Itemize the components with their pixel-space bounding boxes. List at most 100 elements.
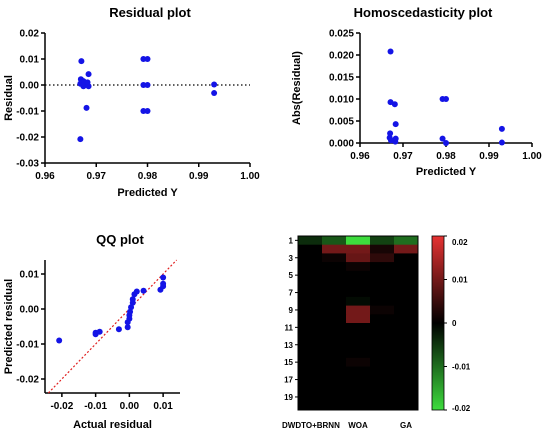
heatmap-cell — [370, 323, 395, 332]
y-tick-label: 0.02 — [20, 29, 40, 40]
heatmap-cell — [370, 340, 395, 350]
heatmap-cell — [370, 305, 395, 315]
data-point — [211, 90, 218, 97]
heatmap-cell — [322, 349, 347, 359]
heatmap-cell — [346, 392, 371, 402]
x-tick-label: 0.99 — [189, 171, 209, 182]
heatmap-cell — [370, 392, 395, 402]
data-point — [144, 56, 151, 62]
x-tick-label: -0.02 — [50, 401, 73, 412]
data-point — [115, 326, 122, 333]
heatmap-cell — [394, 331, 419, 341]
heatmap-cell — [346, 253, 371, 263]
heatmap-cell — [394, 375, 419, 385]
heatmap-cell — [322, 392, 347, 402]
row-tick-label: 7 — [289, 289, 294, 298]
x-axis-label: Predicted Y — [117, 187, 178, 199]
data-point — [211, 81, 218, 88]
y-tick-label: 0.010 — [329, 95, 354, 106]
row-tick-label: 15 — [284, 358, 293, 367]
heatmap-cell — [298, 314, 323, 324]
heatmap-cell — [298, 288, 323, 298]
colorbar — [431, 235, 445, 411]
heatmap-cell — [322, 236, 347, 245]
heatmap-cell — [394, 323, 419, 332]
data-point — [85, 71, 92, 78]
y-tick-label: -0.02 — [16, 375, 39, 386]
row-tick-label: 17 — [284, 376, 293, 385]
heatmap-cell — [394, 366, 419, 376]
data-point — [392, 138, 399, 145]
heatmap-cell — [370, 279, 395, 289]
heatmap-cell — [298, 340, 323, 350]
data-point — [80, 83, 87, 90]
y-tick-label: 0.005 — [329, 117, 354, 128]
y-tick-label: 0.025 — [329, 29, 354, 40]
y-axis-label: Residual — [3, 75, 15, 121]
heatmap-cell — [298, 383, 323, 393]
heatmap-cell — [346, 314, 371, 324]
x-axis-label: Predicted Y — [416, 166, 477, 178]
heatmap-cell — [394, 357, 419, 367]
y-tick-label: 0.00 — [20, 305, 40, 316]
x-tick-label: 0.97 — [87, 171, 107, 182]
row-tick-label: 3 — [289, 254, 294, 263]
data-point — [387, 48, 394, 55]
heatmap-cell — [298, 323, 323, 332]
heatmap-cell — [346, 236, 371, 245]
heatmap-cell — [298, 270, 323, 280]
chart-title: Residual plot — [109, 5, 191, 20]
data-point — [124, 324, 131, 331]
x-tick-label: 0.01 — [153, 401, 173, 412]
data-point — [140, 56, 147, 62]
row-tick-label: 5 — [289, 271, 294, 280]
heatmap-cell — [346, 323, 371, 332]
heatmap-cell — [298, 236, 323, 245]
heatmap-cell — [322, 401, 347, 411]
row-tick-label: 1 — [289, 236, 294, 245]
y-tick-label: 0.020 — [329, 51, 354, 62]
heatmap-cell — [394, 305, 419, 315]
heatmap-cell — [370, 331, 395, 341]
data-point — [133, 288, 140, 295]
heatmap-cell — [346, 340, 371, 350]
heatmap-cell — [370, 349, 395, 359]
x-axis-label: Actual residual — [73, 419, 152, 431]
heatmap-cell — [394, 253, 419, 263]
heatmap-cell — [298, 331, 323, 341]
heatmap-cell — [322, 279, 347, 289]
data-point — [144, 82, 151, 88]
y-tick-label: -0.01 — [16, 107, 39, 118]
data-point — [443, 140, 449, 146]
heatmap-cell — [298, 392, 323, 402]
heatmap-cell — [322, 340, 347, 350]
heatmap-frame — [297, 235, 419, 411]
heatmap-cell — [298, 305, 323, 315]
column-label: WOA — [348, 421, 368, 430]
data-point — [443, 96, 449, 102]
data-point — [83, 104, 90, 111]
heatmap-cell — [346, 349, 371, 359]
y-tick-label: 0.01 — [20, 55, 40, 66]
colorbar-tick-label: 0 — [452, 319, 457, 328]
heatmap-cell — [298, 253, 323, 263]
heatmap-cell — [346, 288, 371, 298]
data-point — [498, 139, 505, 146]
scatter-panel-1: Homoscedasticity plot 0.96 0.97 0.98 0.99 1.0… — [291, 5, 542, 178]
data-point — [160, 280, 167, 287]
heatmap-cell — [394, 314, 419, 324]
heatmap-cell — [322, 262, 347, 272]
y-tick-label: 0.01 — [20, 270, 40, 281]
row-tick-label: 11 — [285, 323, 294, 332]
data-point — [56, 337, 63, 344]
heatmap-cell — [370, 375, 395, 385]
heatmap-cell — [298, 401, 323, 411]
y-tick-label: -0.03 — [16, 159, 39, 170]
heatmap-cell — [370, 270, 395, 280]
data-point — [128, 304, 135, 311]
heatmap-cell — [370, 366, 395, 376]
heatmap-cell — [298, 349, 323, 359]
y-tick-label: 0.000 — [329, 139, 354, 150]
